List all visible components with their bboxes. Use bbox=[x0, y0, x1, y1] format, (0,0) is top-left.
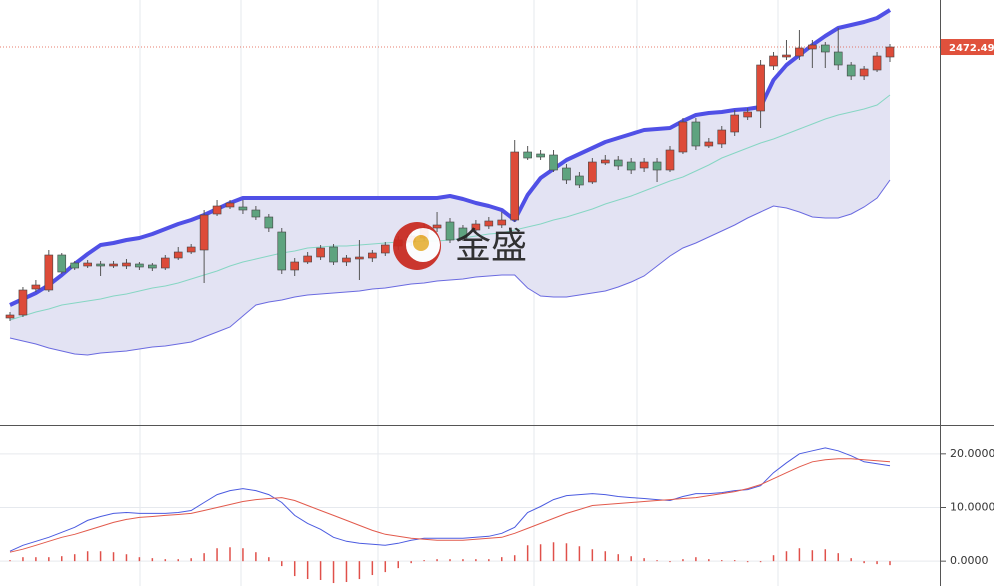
candle-body bbox=[846, 64, 856, 77]
right-axis: 2472.49 0.0000 10.0000 20.0000 bbox=[940, 39, 994, 567]
candle-body bbox=[355, 256, 364, 260]
candle-body bbox=[639, 161, 649, 169]
candle-body bbox=[588, 161, 597, 183]
candle-body bbox=[264, 216, 274, 229]
candle-body bbox=[380, 244, 390, 254]
candle-body bbox=[497, 219, 507, 226]
candle-body bbox=[57, 254, 67, 273]
candle-body bbox=[122, 262, 131, 267]
macd-panel bbox=[0, 447, 940, 584]
candle-body bbox=[212, 205, 222, 215]
candle-body bbox=[303, 255, 312, 263]
candle-body bbox=[613, 159, 623, 167]
candle-body bbox=[458, 227, 468, 239]
last-price-label: 2472.49 bbox=[949, 43, 994, 54]
candle-body bbox=[859, 68, 869, 77]
candle-body bbox=[626, 161, 636, 171]
candle-body bbox=[808, 44, 817, 50]
candle-body bbox=[730, 114, 740, 133]
lower-band bbox=[9, 179, 891, 356]
candle-body bbox=[562, 167, 571, 181]
watermark-text: 金盛 bbox=[455, 226, 527, 267]
macd-line bbox=[9, 447, 891, 552]
candle-body bbox=[186, 246, 196, 253]
candle-body bbox=[743, 111, 752, 118]
candle-body bbox=[135, 263, 144, 268]
candle-body bbox=[523, 151, 532, 159]
candle-body bbox=[484, 220, 494, 227]
watermark: 金盛 bbox=[393, 222, 527, 270]
candle-body bbox=[18, 289, 28, 316]
band-fill bbox=[10, 10, 890, 355]
candle-body bbox=[277, 231, 287, 271]
candle-body bbox=[691, 121, 701, 147]
candle-body bbox=[652, 161, 662, 171]
candle-body bbox=[96, 263, 105, 267]
candle-body bbox=[238, 206, 248, 211]
candle-body bbox=[795, 47, 804, 57]
candle-body bbox=[820, 44, 830, 53]
candle-body bbox=[368, 252, 377, 259]
y-tick-label: 0.0000 bbox=[950, 554, 989, 567]
candle-body bbox=[5, 314, 15, 319]
price-panel bbox=[0, 8, 940, 356]
candle-body bbox=[471, 223, 481, 231]
candle-body bbox=[833, 51, 843, 66]
upper-band bbox=[9, 8, 892, 307]
candle-body bbox=[445, 221, 455, 241]
candle-body bbox=[70, 262, 80, 269]
candle-body bbox=[885, 46, 895, 58]
candle-body bbox=[549, 154, 558, 171]
candle-body bbox=[717, 129, 727, 145]
candle-body bbox=[432, 224, 442, 229]
macd-line bbox=[9, 458, 891, 553]
candle-body bbox=[31, 284, 41, 290]
candle-body bbox=[782, 54, 791, 58]
candle-body bbox=[173, 251, 183, 259]
candle-body bbox=[83, 262, 92, 267]
candle-body bbox=[160, 257, 170, 269]
candle-body bbox=[536, 153, 545, 158]
candle-body bbox=[756, 64, 765, 112]
candle-body bbox=[342, 257, 351, 263]
candle-body bbox=[44, 254, 54, 291]
candle-body bbox=[665, 149, 675, 171]
candle-body bbox=[678, 121, 688, 153]
candle-body bbox=[600, 159, 610, 164]
candle-body bbox=[575, 175, 584, 186]
candle-body bbox=[704, 141, 714, 147]
y-tick-label: 10.0000 bbox=[950, 500, 994, 513]
candle-body bbox=[148, 264, 157, 269]
candle-body bbox=[316, 247, 325, 258]
candle-body bbox=[109, 263, 118, 267]
candle-body bbox=[510, 151, 520, 221]
logo-coin bbox=[413, 235, 429, 251]
candle-body bbox=[251, 209, 261, 218]
candle-body bbox=[872, 55, 882, 71]
candle-body bbox=[199, 214, 209, 251]
y-tick-label: 20.0000 bbox=[950, 447, 994, 460]
candle-body bbox=[290, 261, 300, 271]
candle-body bbox=[769, 55, 778, 67]
candle-body bbox=[329, 246, 338, 263]
candle-body bbox=[225, 202, 235, 208]
last-price-box bbox=[941, 39, 994, 56]
